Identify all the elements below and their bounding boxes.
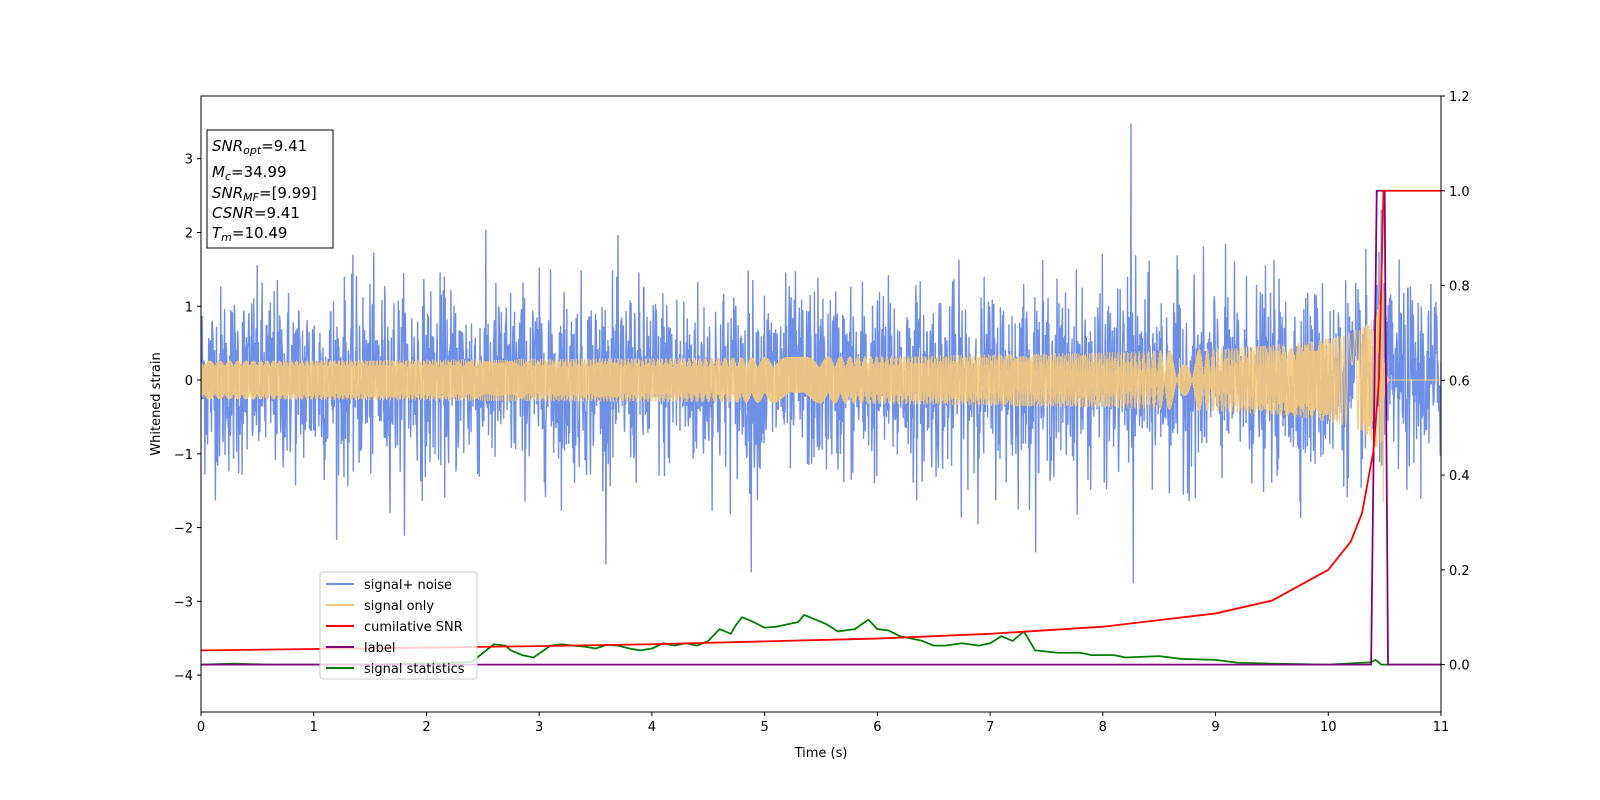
info-box: SNRopt=9.41 Mc=34.99 SNRMF=[9.99] CSNR=9… bbox=[206, 129, 334, 249]
legend-label-signal-noise: signal+ noise bbox=[364, 578, 452, 593]
y2-tick-label: 1.2 bbox=[1449, 90, 1470, 105]
x-tick-label: 8 bbox=[1099, 720, 1107, 735]
signal-noise-series bbox=[201, 123, 1441, 584]
y-tick-label: −3 bbox=[174, 595, 193, 610]
info-csnr: CSNR=9.41 bbox=[212, 204, 300, 222]
y-tick-label: −4 bbox=[174, 669, 193, 684]
plot-frame bbox=[200, 95, 1442, 713]
signal-only-series bbox=[201, 280, 1441, 502]
x-axis-label: Time (s) bbox=[794, 746, 848, 761]
info-mc-subscript: c bbox=[225, 170, 231, 183]
y-tick-label: 3 bbox=[185, 153, 193, 168]
cumulative-snr-line bbox=[201, 189, 1441, 652]
legend-frame bbox=[319, 571, 478, 680]
x-tick-label: 2 bbox=[422, 720, 430, 735]
y-axis-left: −4 −3 −2 −1 0 1 2 3 bbox=[174, 153, 201, 684]
y-axis-label: Whitened strain bbox=[149, 352, 164, 455]
info-box-frame bbox=[206, 129, 334, 249]
x-axis: 0 1 2 3 4 5 6 7 8 9 10 11 bbox=[197, 712, 1449, 735]
x-tick-label: 0 bbox=[197, 720, 205, 735]
legend-label-signal-only: signal only bbox=[364, 599, 434, 614]
x-tick-label: 5 bbox=[760, 720, 768, 735]
x-tick-label: 4 bbox=[648, 720, 656, 735]
signal-statistics-line bbox=[201, 613, 1441, 666]
signal-only-line bbox=[201, 280, 1441, 502]
legend-label-signal-statistics: signal statistics bbox=[364, 662, 465, 677]
y2-tick-label: 1.0 bbox=[1449, 185, 1470, 200]
info-snr-mf-symbol: SNR bbox=[212, 184, 243, 202]
right-axis-series bbox=[201, 189, 1441, 666]
x-tick-label: 11 bbox=[1433, 720, 1450, 735]
plot-area bbox=[201, 123, 1441, 666]
info-mc-value: =34.99 bbox=[231, 163, 287, 181]
info-tm: Tm=10.49 bbox=[212, 224, 287, 244]
y-tick-label: 2 bbox=[185, 226, 193, 241]
info-tm-value: =10.49 bbox=[232, 224, 288, 242]
y2-tick-label: 0.2 bbox=[1449, 564, 1470, 579]
info-mc: Mc=34.99 bbox=[212, 163, 287, 183]
label-line bbox=[201, 189, 1441, 666]
y2-tick-label: 0.4 bbox=[1449, 469, 1470, 484]
x-tick-label: 1 bbox=[310, 720, 318, 735]
info-mc-symbol: M bbox=[212, 163, 225, 181]
info-snr-mf-subscript: MF bbox=[243, 191, 259, 204]
info-snr-opt-value: =9.41 bbox=[261, 137, 307, 155]
info-snr-opt: SNRopt=9.41 bbox=[212, 137, 307, 157]
y2-tick-label: 0.8 bbox=[1449, 280, 1470, 295]
legend: signal+ noise signal only cumilative SNR… bbox=[319, 571, 478, 680]
y-axis-right: 0.0 0.2 0.4 0.6 0.8 1.0 1.2 bbox=[1441, 90, 1470, 674]
x-tick-label: 6 bbox=[873, 720, 881, 735]
info-snr-mf: SNRMF=[9.99] bbox=[212, 184, 317, 204]
y-tick-label: 1 bbox=[185, 300, 193, 315]
legend-label-label: label bbox=[364, 641, 395, 656]
x-tick-label: 7 bbox=[986, 720, 994, 735]
x-tick-label: 9 bbox=[1211, 720, 1219, 735]
info-snr-mf-value: =[9.99] bbox=[259, 184, 317, 202]
info-snr-opt-subscript: opt bbox=[243, 144, 262, 157]
y-tick-label: 0 bbox=[185, 374, 193, 389]
info-snr-opt-symbol: SNR bbox=[212, 137, 243, 155]
info-tm-subscript: m bbox=[221, 231, 232, 244]
x-tick-label: 3 bbox=[535, 720, 543, 735]
info-csnr-symbol: CSNR bbox=[212, 204, 254, 222]
y2-tick-label: 0.6 bbox=[1449, 374, 1470, 389]
y2-tick-label: 0.0 bbox=[1449, 659, 1470, 674]
legend-label-cumulative-snr: cumilative SNR bbox=[364, 620, 463, 635]
x-tick-label: 10 bbox=[1320, 720, 1337, 735]
info-tm-symbol: T bbox=[212, 224, 223, 242]
y-tick-label: −2 bbox=[174, 522, 193, 537]
info-csnr-value: =9.41 bbox=[254, 204, 300, 222]
y-tick-label: −1 bbox=[174, 448, 193, 463]
signal-noise-line bbox=[201, 123, 1441, 584]
